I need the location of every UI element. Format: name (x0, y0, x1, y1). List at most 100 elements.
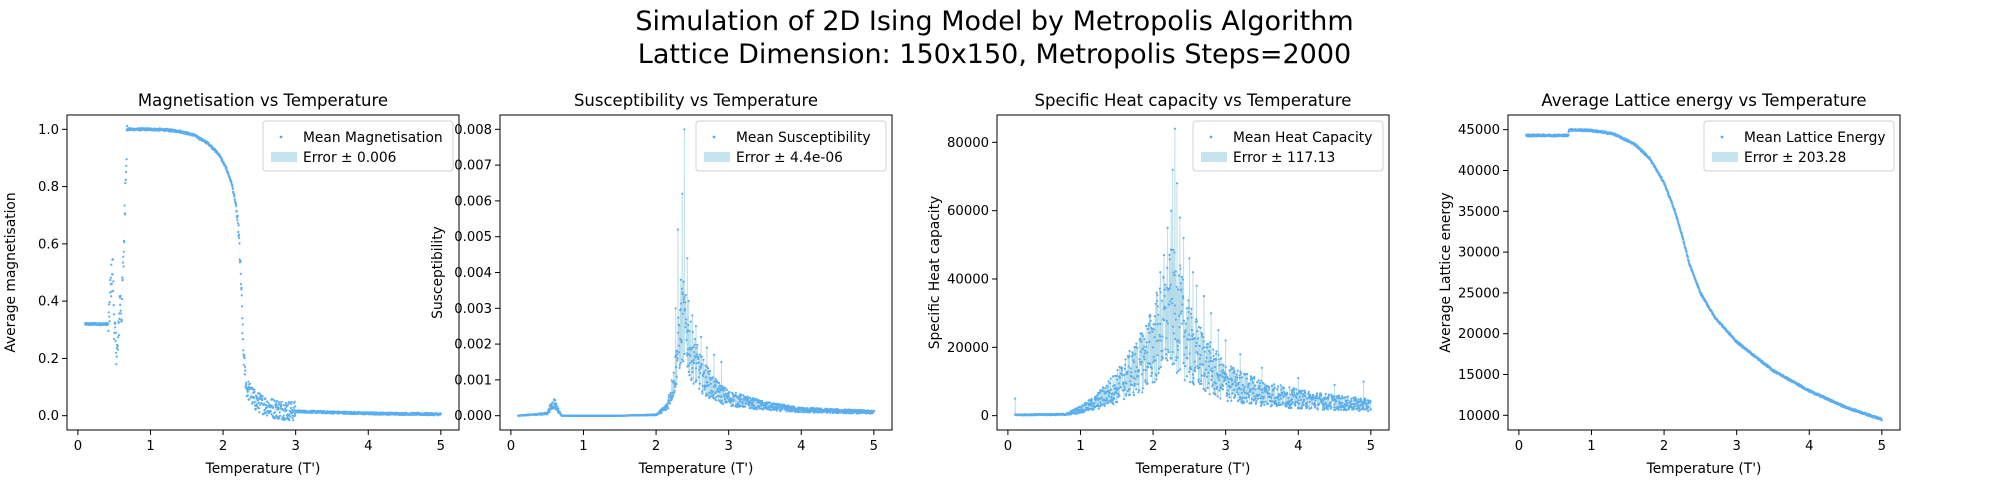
data-point (1137, 391, 1140, 394)
data-point (692, 358, 695, 362)
data-point (1367, 405, 1370, 409)
data-point (1171, 325, 1175, 328)
data-point (1215, 385, 1219, 389)
data-point (1295, 388, 1298, 391)
data-point (280, 405, 283, 408)
x-tick-label: 2 (219, 439, 227, 454)
data-point (1322, 404, 1325, 407)
y-tick-label: 0.2 (38, 352, 59, 367)
data-point (236, 214, 239, 217)
data-point (246, 394, 249, 397)
data-point (1110, 395, 1113, 399)
data-point (126, 124, 129, 128)
y-tick-label: 0.000 (454, 409, 492, 424)
data-point (1146, 327, 1149, 330)
x-tick-label: 5 (1367, 439, 1375, 454)
data-point (1240, 372, 1243, 375)
data-point (713, 380, 716, 383)
data-point (685, 318, 688, 321)
data-point (684, 301, 687, 304)
data-point (1173, 251, 1176, 254)
data-point (1680, 232, 1683, 235)
data-point (748, 396, 752, 399)
data-point (1100, 396, 1103, 399)
data-point (1236, 376, 1239, 379)
data-point (680, 302, 683, 305)
data-point (116, 345, 119, 348)
data-point (1118, 394, 1121, 397)
data-point (1099, 401, 1102, 404)
data-point (1224, 377, 1227, 380)
data-point (114, 331, 117, 334)
data-point (110, 263, 113, 266)
data-point (1109, 388, 1113, 391)
data-point (1137, 369, 1141, 372)
data-point (1199, 363, 1202, 366)
data-point (1155, 378, 1158, 381)
data-point (1300, 407, 1303, 410)
data-point (687, 324, 690, 327)
data-point (1199, 326, 1202, 329)
x-tick-label: 4 (364, 439, 372, 454)
data-point (1354, 405, 1357, 408)
data-point (1257, 379, 1260, 382)
data-point (679, 308, 682, 311)
series-points (1525, 127, 1883, 422)
data-point (1168, 303, 1171, 306)
data-point (1151, 381, 1154, 384)
y-tick-label: 0.003 (454, 302, 492, 317)
data-point (696, 353, 699, 356)
data-point (1181, 303, 1184, 306)
data-point (1211, 385, 1214, 388)
data-point (738, 398, 741, 401)
data-point (1169, 283, 1172, 286)
data-point (1209, 369, 1212, 372)
data-point (1132, 391, 1135, 394)
data-point (1192, 333, 1195, 336)
data-point (1191, 338, 1194, 341)
data-point (117, 336, 120, 339)
data-point (554, 404, 557, 408)
data-point (1296, 401, 1299, 404)
data-point (121, 261, 125, 264)
data-point (1084, 401, 1087, 404)
legend-marker-points (1209, 135, 1213, 139)
data-point (1169, 300, 1172, 303)
data-point (1129, 393, 1132, 396)
data-point (1206, 346, 1209, 349)
x-axis-label: Temperature (T') (205, 461, 321, 477)
data-point (694, 355, 698, 358)
data-point (693, 362, 696, 365)
data-point (683, 352, 686, 355)
data-point (1260, 379, 1263, 382)
data-point (1211, 370, 1214, 373)
data-point (1314, 406, 1317, 409)
data-point (1298, 395, 1301, 398)
data-point (1363, 403, 1366, 406)
data-point (236, 222, 240, 225)
data-point (687, 300, 690, 303)
data-point (261, 397, 264, 400)
x-tick-label: 5 (870, 439, 878, 454)
data-point (1197, 378, 1200, 381)
data-point (276, 415, 279, 418)
data-point (1341, 401, 1344, 405)
data-point (1226, 399, 1229, 403)
data-point (1150, 374, 1153, 377)
x-tick-label: 3 (724, 439, 732, 454)
data-point (1664, 184, 1667, 187)
legend-box (262, 120, 454, 172)
data-point (242, 363, 245, 366)
series-points (1014, 127, 1372, 417)
data-point (696, 343, 699, 346)
data-point (1183, 335, 1186, 338)
data-point (556, 405, 559, 408)
data-point (748, 403, 751, 406)
data-point (691, 371, 694, 374)
data-point (680, 287, 684, 290)
data-point (1196, 337, 1200, 340)
data-point (1161, 349, 1164, 352)
data-point (683, 308, 687, 311)
data-point (1208, 349, 1211, 352)
data-point (1244, 391, 1247, 394)
